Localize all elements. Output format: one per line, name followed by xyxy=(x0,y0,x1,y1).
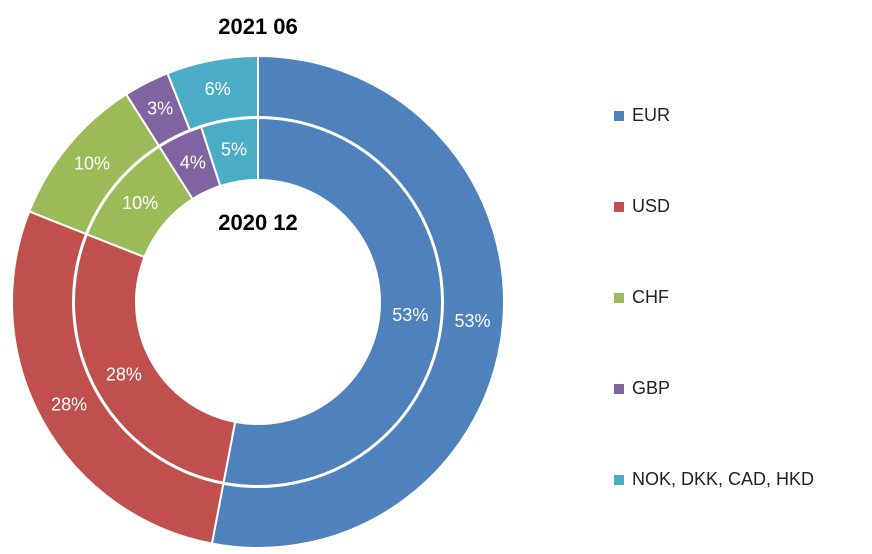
value-label: 53% xyxy=(392,305,428,325)
legend-marker xyxy=(614,384,624,394)
value-label: 3% xyxy=(147,99,173,119)
inner-ring-title: 2020 12 xyxy=(218,210,298,235)
donut-slice xyxy=(199,116,259,188)
donut-slice xyxy=(222,116,443,487)
legend-marker xyxy=(614,111,624,121)
legend-label: GBP xyxy=(632,378,670,398)
donut-slice xyxy=(73,232,237,484)
legend-marker xyxy=(614,293,624,303)
outer-ring-title: 2021 06 xyxy=(218,14,298,39)
value-label: 4% xyxy=(180,152,206,172)
value-label: 6% xyxy=(205,79,231,99)
value-label: 10% xyxy=(122,193,158,213)
legend-marker xyxy=(614,475,624,485)
legend-label: EUR xyxy=(632,105,670,125)
value-label: 5% xyxy=(221,140,247,160)
legend-marker xyxy=(614,202,624,212)
value-label: 28% xyxy=(51,395,87,415)
value-label: 53% xyxy=(455,311,491,331)
legend-label: CHF xyxy=(632,287,669,307)
legend-label: NOK, DKK, CAD, HKD xyxy=(632,469,814,489)
value-label: 10% xyxy=(74,153,110,173)
value-label: 28% xyxy=(106,364,142,384)
legend-label: USD xyxy=(632,196,670,216)
